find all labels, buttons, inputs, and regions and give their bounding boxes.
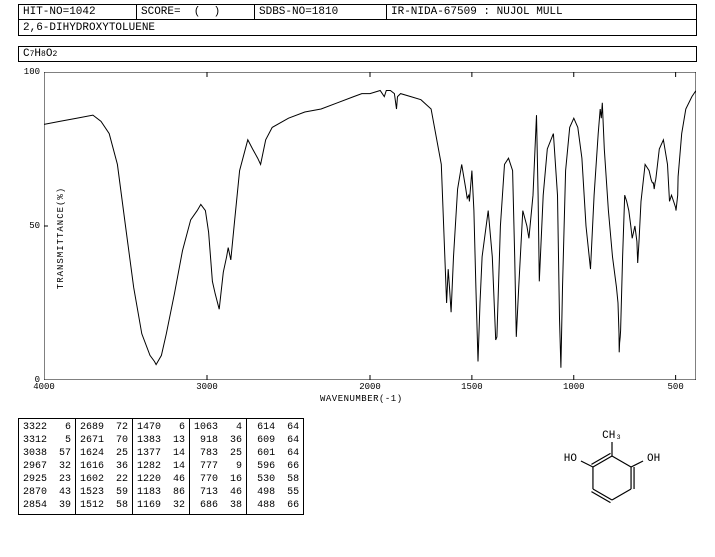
x-tick: 4000	[28, 382, 60, 392]
svg-text:CH₃: CH₃	[602, 430, 622, 442]
peak-entry: 1383 13	[137, 434, 185, 447]
x-tick: 3000	[191, 382, 223, 392]
peak-entry: 1523 59	[80, 486, 128, 499]
peak-entry: 609 64	[251, 434, 299, 447]
peak-entry: 1624 25	[80, 447, 128, 460]
peak-entry: 2925 23	[23, 473, 71, 486]
x-axis-label: WAVENUMBER(-1)	[320, 394, 403, 404]
peak-entry: 1377 14	[137, 447, 185, 460]
peak-entry: 488 66	[251, 499, 299, 512]
bottom-panel: 3322 63312 53038 572967 322925 232870 43…	[18, 418, 697, 515]
peak-entry: 2689 72	[80, 421, 128, 434]
peak-column: 1063 4 918 36 783 25 777 9 770 16 713 46…	[190, 419, 247, 514]
peak-entry: 3322 6	[23, 421, 71, 434]
peak-entry: 2671 70	[80, 434, 128, 447]
x-tick: 500	[660, 382, 692, 392]
peak-entry: 777 9	[194, 460, 242, 473]
peak-column: 1470 61383 131377 141282 141220 461183 8…	[133, 419, 190, 514]
peak-entry: 1183 86	[137, 486, 185, 499]
peak-column: 614 64 609 64 601 64 596 66 530 58 498 5…	[247, 419, 303, 514]
peak-entry: 1169 32	[137, 499, 185, 512]
peak-entry: 783 25	[194, 447, 242, 460]
peak-entry: 614 64	[251, 421, 299, 434]
molecular-formula: C7H8O2	[18, 46, 697, 62]
ir-nida: IR-NIDA-67509 : NUJOL MULL	[387, 5, 696, 19]
peak-entry: 1063 4	[194, 421, 242, 434]
peak-entry: 770 16	[194, 473, 242, 486]
peak-entry: 713 46	[194, 486, 242, 499]
header-bar: HIT-NO=1042 SCORE= ( ) SDBS-NO=1810 IR-N…	[18, 4, 697, 20]
peak-entry: 1512 58	[80, 499, 128, 512]
peak-entry: 1282 14	[137, 460, 185, 473]
molecular-structure: CH₃ OH HO	[328, 418, 697, 515]
sdbs-no: SDBS-NO=1810	[255, 5, 387, 19]
x-tick: 2000	[354, 382, 386, 392]
y-tick: 100	[22, 67, 40, 77]
x-tick: 1000	[558, 382, 590, 392]
peak-entry: 1220 46	[137, 473, 185, 486]
svg-text:HO: HO	[564, 453, 578, 465]
peak-entry: 3038 57	[23, 447, 71, 460]
peak-column: 3322 63312 53038 572967 322925 232870 43…	[19, 419, 76, 514]
spectrum-plot	[44, 72, 696, 380]
peak-entry: 596 66	[251, 460, 299, 473]
peak-entry: 1616 36	[80, 460, 128, 473]
ir-spectrum-chart: TRANSMITTANCE(%) 050100 4000300020001500…	[12, 64, 703, 412]
peak-entry: 2870 43	[23, 486, 71, 499]
peak-entry: 1470 6	[137, 421, 185, 434]
score: SCORE= ( )	[137, 5, 255, 19]
x-tick: 1500	[456, 382, 488, 392]
peak-entry: 2967 32	[23, 460, 71, 473]
compound-name: 2,6-DIHYDROXYTOLUENE	[18, 20, 697, 36]
svg-text:OH: OH	[647, 453, 660, 465]
hit-no: HIT-NO=1042	[19, 5, 137, 19]
peak-entry: 686 38	[194, 499, 242, 512]
peak-entry: 1602 22	[80, 473, 128, 486]
peak-entry: 530 58	[251, 473, 299, 486]
peak-entry: 918 36	[194, 434, 242, 447]
peak-entry: 498 55	[251, 486, 299, 499]
peak-entry: 601 64	[251, 447, 299, 460]
y-tick: 50	[22, 221, 40, 231]
peak-table: 3322 63312 53038 572967 322925 232870 43…	[18, 418, 304, 515]
peak-column: 2689 722671 701624 251616 361602 221523 …	[76, 419, 133, 514]
peak-entry: 3312 5	[23, 434, 71, 447]
peak-entry: 2854 39	[23, 499, 71, 512]
